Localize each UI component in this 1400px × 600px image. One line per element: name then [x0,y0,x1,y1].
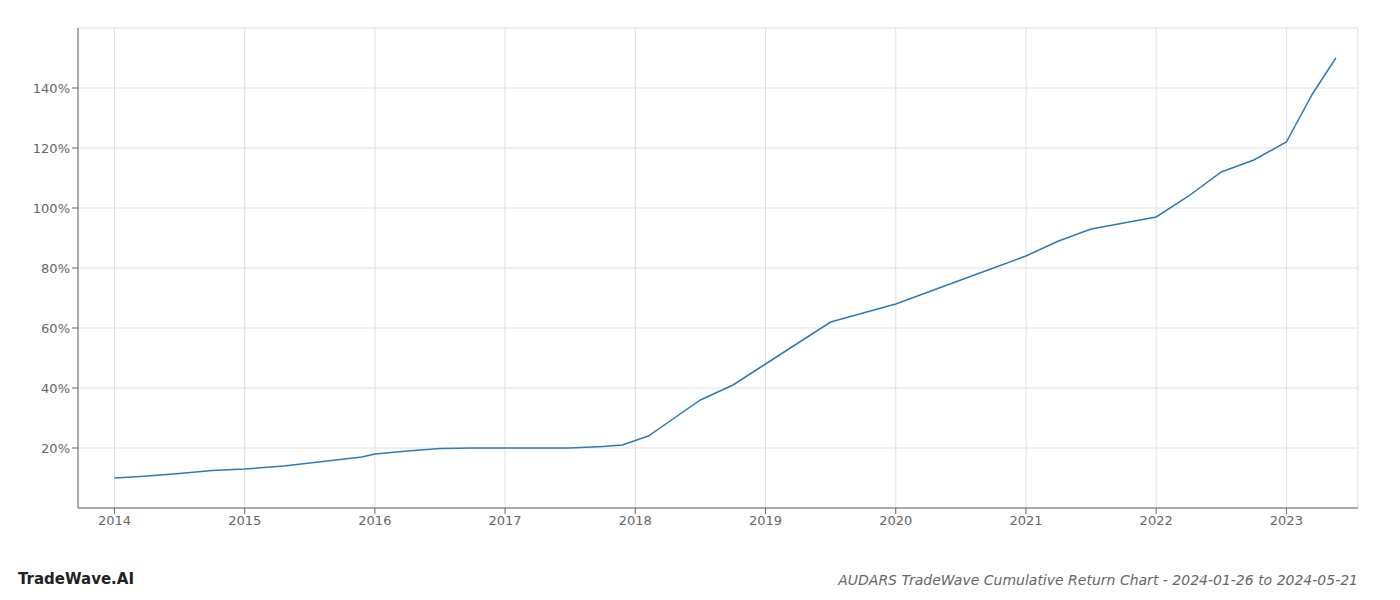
svg-text:2020: 2020 [879,513,912,528]
svg-text:140%: 140% [33,81,70,96]
svg-text:100%: 100% [33,201,70,216]
svg-text:20%: 20% [41,441,70,456]
svg-text:2015: 2015 [228,513,261,528]
svg-text:2021: 2021 [1009,513,1042,528]
svg-text:80%: 80% [41,261,70,276]
html-text:TradeWave.AI: TradeWave.AI [18,570,134,588]
svg-text:2014: 2014 [98,513,131,528]
svg-text:120%: 120% [33,141,70,156]
svg-text:2017: 2017 [489,513,522,528]
svg-text:60%: 60% [41,321,70,336]
svg-text:2023: 2023 [1270,513,1303,528]
svg-text:40%: 40% [41,381,70,396]
svg-text:2018: 2018 [619,513,652,528]
html-text:AUDARS TradeWave Cumulative Re: AUDARS TradeWave Cumulative Return Chart… [838,572,1358,588]
svg-text:2019: 2019 [749,513,782,528]
svg-text:2016: 2016 [358,513,391,528]
svg-text:2022: 2022 [1140,513,1173,528]
